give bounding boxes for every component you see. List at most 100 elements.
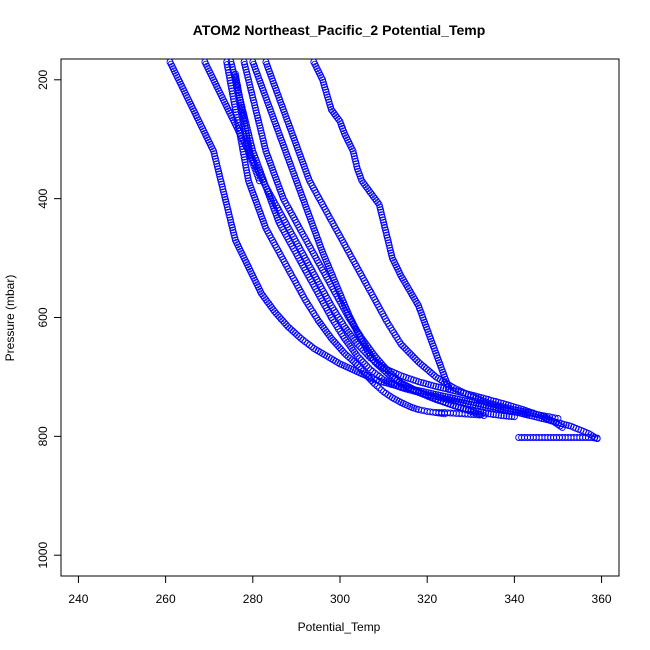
data-point [500,412,508,420]
data-point [232,111,240,119]
data-point [226,216,234,224]
data-point [537,411,545,419]
data-point [233,77,241,85]
data-point [228,224,236,231]
y-tick-label: 200 [36,69,50,89]
data-point [217,178,225,186]
data-point [228,84,235,92]
data-point [229,95,237,103]
data-point [551,414,559,422]
data-point [378,213,386,221]
data-point [263,298,271,306]
data-point [244,172,251,179]
data-point [388,252,396,259]
data-point [479,409,487,417]
data-point [342,351,350,359]
data-point [232,75,240,83]
data-point [504,404,512,412]
data-point [242,66,250,74]
data-point [415,358,422,366]
data-point [210,147,218,155]
data-point [386,244,394,252]
data-point [231,70,239,78]
data-point [238,103,245,111]
data-point [401,344,408,352]
y-axis-label: Pressure (mbar) [3,275,17,362]
data-point [230,98,238,106]
data-point [558,423,566,431]
data-point [261,142,269,150]
data-point [353,361,361,369]
data-point [240,150,248,158]
data-point [231,234,239,242]
data-point [277,315,285,323]
data-point [482,409,490,417]
data-point [237,98,245,106]
data-point [280,319,288,327]
data-point [386,372,394,380]
data-point [244,174,252,182]
data-point [235,127,243,135]
y-tick-label: 1000 [36,542,50,569]
data-point [254,117,262,124]
data-point [385,241,393,249]
data-point [229,90,236,98]
data-point [329,336,337,344]
data-point [211,152,219,160]
data-point [240,58,248,66]
data-point [348,344,356,352]
data-point [357,356,365,364]
data-point [233,113,241,121]
x-tick-label: 320 [417,592,437,606]
data-point [508,413,516,420]
data-point [246,83,254,91]
data-point [248,156,256,164]
data-point [301,338,309,346]
data-point [289,328,297,335]
data-point [449,397,457,405]
data-point [409,353,417,361]
data-point [256,124,264,132]
data-point [297,334,305,342]
data-point [227,82,235,90]
data-point [239,113,247,121]
data-point [371,358,379,366]
data-point [257,127,265,135]
data-point [286,324,294,332]
data-point [254,114,262,122]
x-tick-label: 260 [156,592,176,606]
data-point [484,410,492,418]
data-point [253,109,260,117]
data-point [256,122,264,130]
data-point [380,218,388,226]
data-point [353,352,361,360]
data-point [505,412,513,420]
data-point [334,342,342,350]
y-tick-label: 400 [36,188,50,208]
data-point [378,365,386,373]
data-point [382,229,390,237]
data-point [246,148,254,156]
plot-points [166,58,601,443]
data-point [327,334,335,342]
data-point [492,411,500,419]
data-point [230,100,238,108]
data-point [355,354,363,362]
data-point [293,331,301,339]
data-point [416,360,424,368]
data-point [524,409,532,417]
data-point [590,434,598,442]
data-point [377,206,384,214]
data-point [234,84,242,92]
data-point [360,369,368,377]
data-point [220,190,228,198]
data-point [514,406,522,414]
data-point [261,145,269,153]
data-point [332,340,340,348]
data-point [223,203,231,211]
data-point [366,375,374,383]
data-point [502,404,510,412]
y-tick-label: 800 [36,426,50,446]
data-point [408,351,415,359]
